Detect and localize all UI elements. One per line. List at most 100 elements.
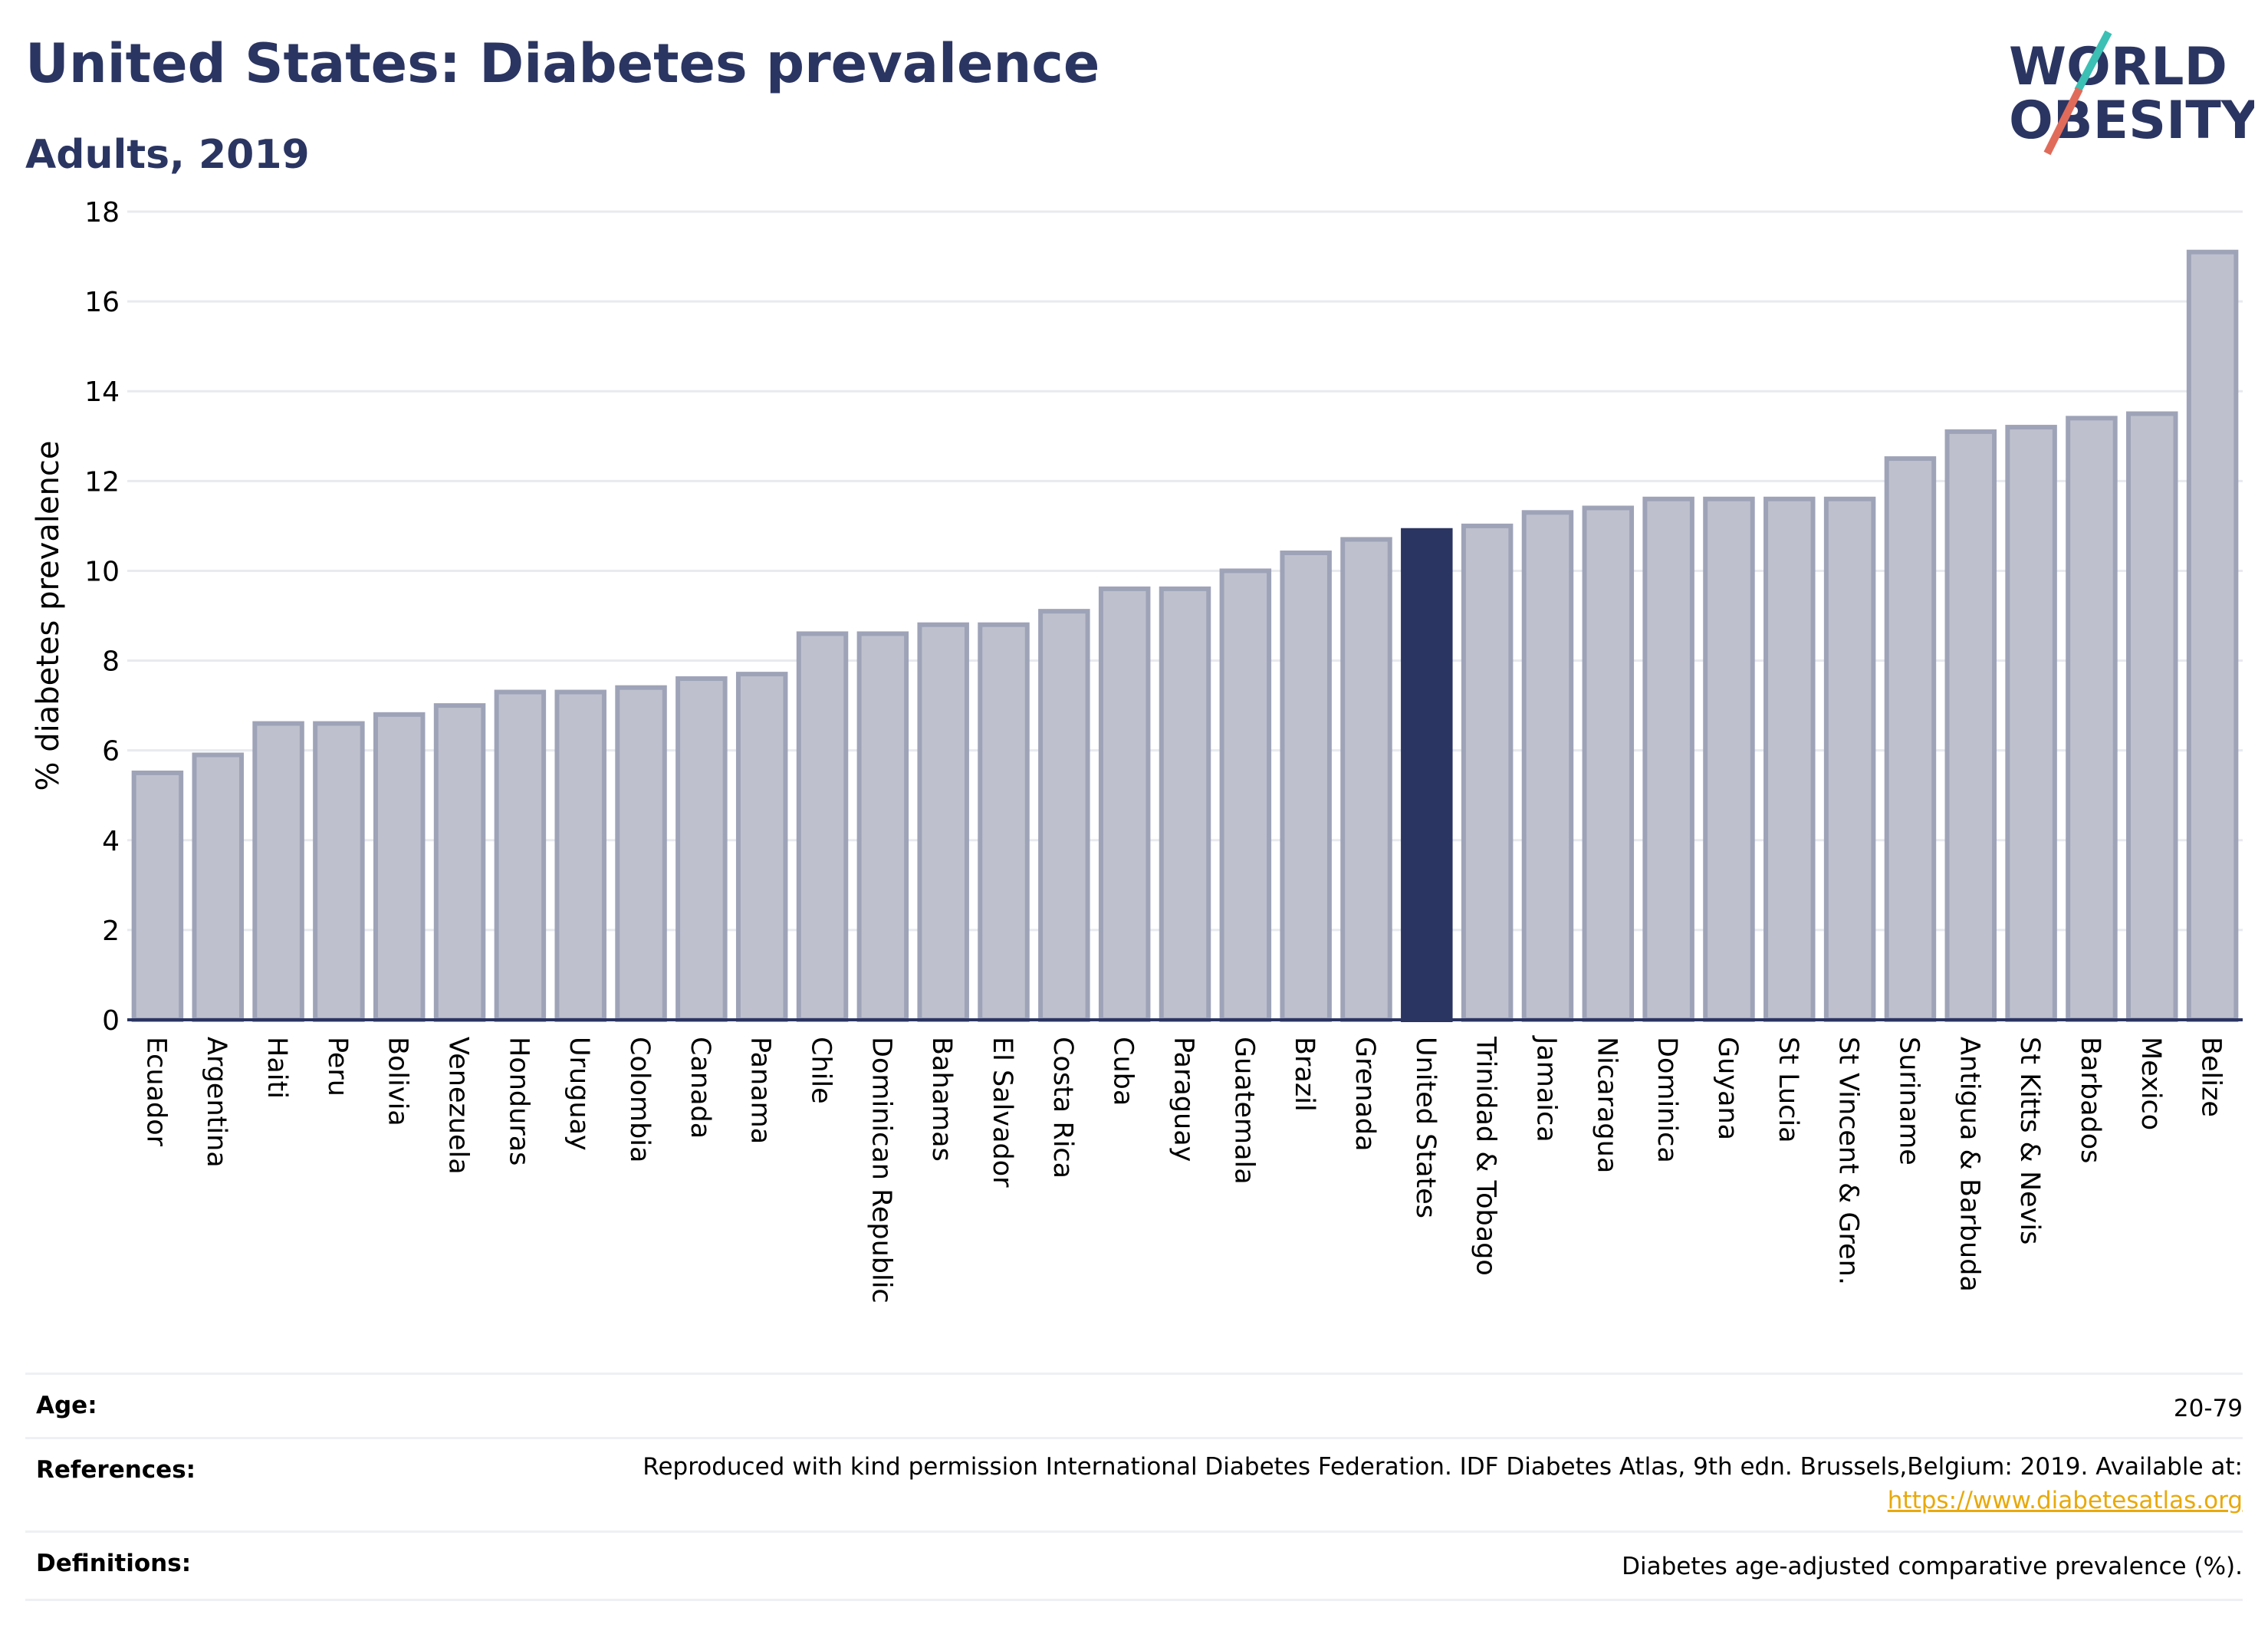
y-tick-label: 0 <box>102 1005 120 1037</box>
x-tick-label: Antigua & Barbuda <box>1954 1037 1984 1292</box>
logo-slash-red <box>2043 87 2083 156</box>
x-tick-label: Venezuela <box>443 1037 474 1175</box>
bar-nicaragua <box>1582 505 1635 1022</box>
bar-chart: 0 2 4 6 8 10 12 14 16 18 Ecuador Argentina Haiti Per… <box>31 197 2243 1304</box>
x-tick-label: Belize <box>2196 1037 2227 1117</box>
bar-chile <box>796 631 849 1023</box>
x-tick-label: Bahamas <box>926 1037 957 1162</box>
info-row-definitions: Definitions: Diabetes age-adjusted compa… <box>25 1530 2243 1601</box>
bar-grenada <box>1340 537 1392 1022</box>
bar-dominica <box>1642 496 1694 1022</box>
bar-trinidad-tobago <box>1461 523 1514 1022</box>
bar-barbados <box>2066 416 2118 1023</box>
age-label: Age: <box>36 1392 97 1419</box>
x-tick-label: St Lucia <box>1773 1037 1803 1143</box>
bar-uruguay <box>554 689 606 1022</box>
page-title: United States: Diabetes prevalence <box>25 32 1100 95</box>
bar-belize <box>2186 249 2239 1022</box>
x-tick-label: Grenada <box>1349 1037 1380 1152</box>
bar-united-states <box>1401 528 1453 1022</box>
world-obesity-logo: WORLD OBESITY <box>2009 31 2254 156</box>
x-tick-label: El Salvador <box>987 1037 1017 1188</box>
y-tick-label: 10 <box>84 556 120 587</box>
bar-st-lucia <box>1763 496 1816 1022</box>
x-tick-label: Brazil <box>1289 1037 1320 1112</box>
x-tick-label: Mexico <box>2135 1037 2166 1130</box>
x-tick-label: Colombia <box>624 1037 655 1162</box>
x-tick-label: Dominica <box>1652 1037 1682 1163</box>
x-tick-label: Paraguay <box>1169 1037 1199 1162</box>
references-value: Reproduced with kind permission Internat… <box>643 1450 2243 1517</box>
bar-peru <box>313 721 365 1022</box>
x-tick-label: Guatemala <box>1228 1037 1259 1185</box>
bar-jamaica <box>1521 510 1574 1023</box>
logo-text-obesity: OBESITY <box>2009 90 2254 151</box>
bar-st-vincent-gren- <box>1823 496 1876 1022</box>
x-tick-label: Chile <box>806 1037 837 1104</box>
info-row-age: Age: 20-79 <box>25 1373 2243 1439</box>
references-label: References: <box>36 1456 196 1484</box>
bar-st-kitts-nevis <box>2005 425 2057 1023</box>
bar-venezuela <box>433 703 486 1022</box>
references-link[interactable]: https://www.diabetesatlas.org <box>1887 1487 2243 1514</box>
bar-colombia <box>615 685 667 1022</box>
x-tick-labels: Ecuador Argentina Haiti Peru Bolivia Venezuel… <box>140 1035 2226 1304</box>
bar-bolivia <box>373 712 426 1022</box>
bar-brazil <box>1280 551 1332 1022</box>
bar-argentina <box>192 752 244 1022</box>
age-value: 20-79 <box>2173 1395 2243 1422</box>
x-tick-label: Peru <box>322 1037 353 1096</box>
bar-suriname <box>1884 456 1937 1022</box>
bar-antigua-barbuda <box>1944 429 1997 1022</box>
bar-el-salvador <box>978 622 1030 1022</box>
y-tick-label: 14 <box>84 376 120 408</box>
bar-cuba <box>1098 586 1151 1022</box>
logo-text-world: WORLD <box>2009 37 2227 97</box>
bars <box>131 249 2239 1023</box>
x-tick-label: Canada <box>685 1037 715 1139</box>
y-tick-label: 4 <box>102 826 120 857</box>
y-tick-label: 8 <box>102 646 120 678</box>
bar-dominican-republic <box>856 631 909 1023</box>
y-tick-label: 2 <box>102 916 120 947</box>
bar-honduras <box>494 689 547 1022</box>
page-subtitle: Adults, 2019 <box>25 132 310 178</box>
x-tick-label: Barbados <box>2075 1037 2105 1163</box>
bar-ecuador <box>131 770 184 1022</box>
x-tick-label: Dominican Republic <box>866 1037 896 1304</box>
bar-panama <box>735 672 788 1022</box>
y-tick-label: 16 <box>84 287 120 318</box>
x-tick-label: Bolivia <box>383 1037 413 1126</box>
info-row-references: References: Reproduced with kind permiss… <box>25 1437 2243 1533</box>
y-tick-labels: 0 2 4 6 8 10 12 14 16 18 <box>84 197 120 1037</box>
x-tick-label: United States <box>1410 1037 1441 1218</box>
definitions-label: Definitions: <box>36 1550 192 1577</box>
y-tick-label: 18 <box>84 197 120 228</box>
x-tick-label: Guyana <box>1712 1037 1743 1140</box>
x-tick-label: Suriname <box>1893 1037 1924 1165</box>
x-tick-label: St Vincent & Gren. <box>1833 1037 1864 1285</box>
y-tick-label: 12 <box>84 466 120 498</box>
logo-slash-teal <box>2074 31 2112 93</box>
x-tick-label: Nicaragua <box>1591 1037 1622 1173</box>
bar-costa-rica <box>1038 609 1090 1022</box>
x-tick-label: Trinidad & Tobago <box>1471 1036 1501 1276</box>
bar-canada <box>675 676 728 1022</box>
definitions-value: Diabetes age-adjusted comparative preval… <box>1622 1553 2243 1580</box>
y-axis-label: % diabetes prevalence <box>31 440 66 791</box>
x-tick-label: Honduras <box>503 1037 534 1165</box>
x-tick-label: Jamaica <box>1530 1035 1561 1142</box>
x-tick-label: Costa Rica <box>1047 1037 1078 1179</box>
bar-mexico <box>2126 411 2178 1022</box>
bar-guatemala <box>1219 568 1272 1022</box>
bar-haiti <box>252 721 304 1022</box>
x-tick-label: Argentina <box>201 1037 232 1168</box>
x-tick-label: Haiti <box>261 1037 292 1099</box>
x-tick-label: Cuba <box>1108 1037 1139 1106</box>
y-tick-label: 6 <box>102 736 120 768</box>
x-tick-label: St Kitts & Nevis <box>2014 1037 2045 1244</box>
references-text: Reproduced with kind permission Internat… <box>643 1453 2243 1481</box>
bar-guyana <box>1703 496 1755 1022</box>
bar-bahamas <box>917 622 969 1022</box>
x-tick-label: Ecuador <box>140 1037 171 1147</box>
